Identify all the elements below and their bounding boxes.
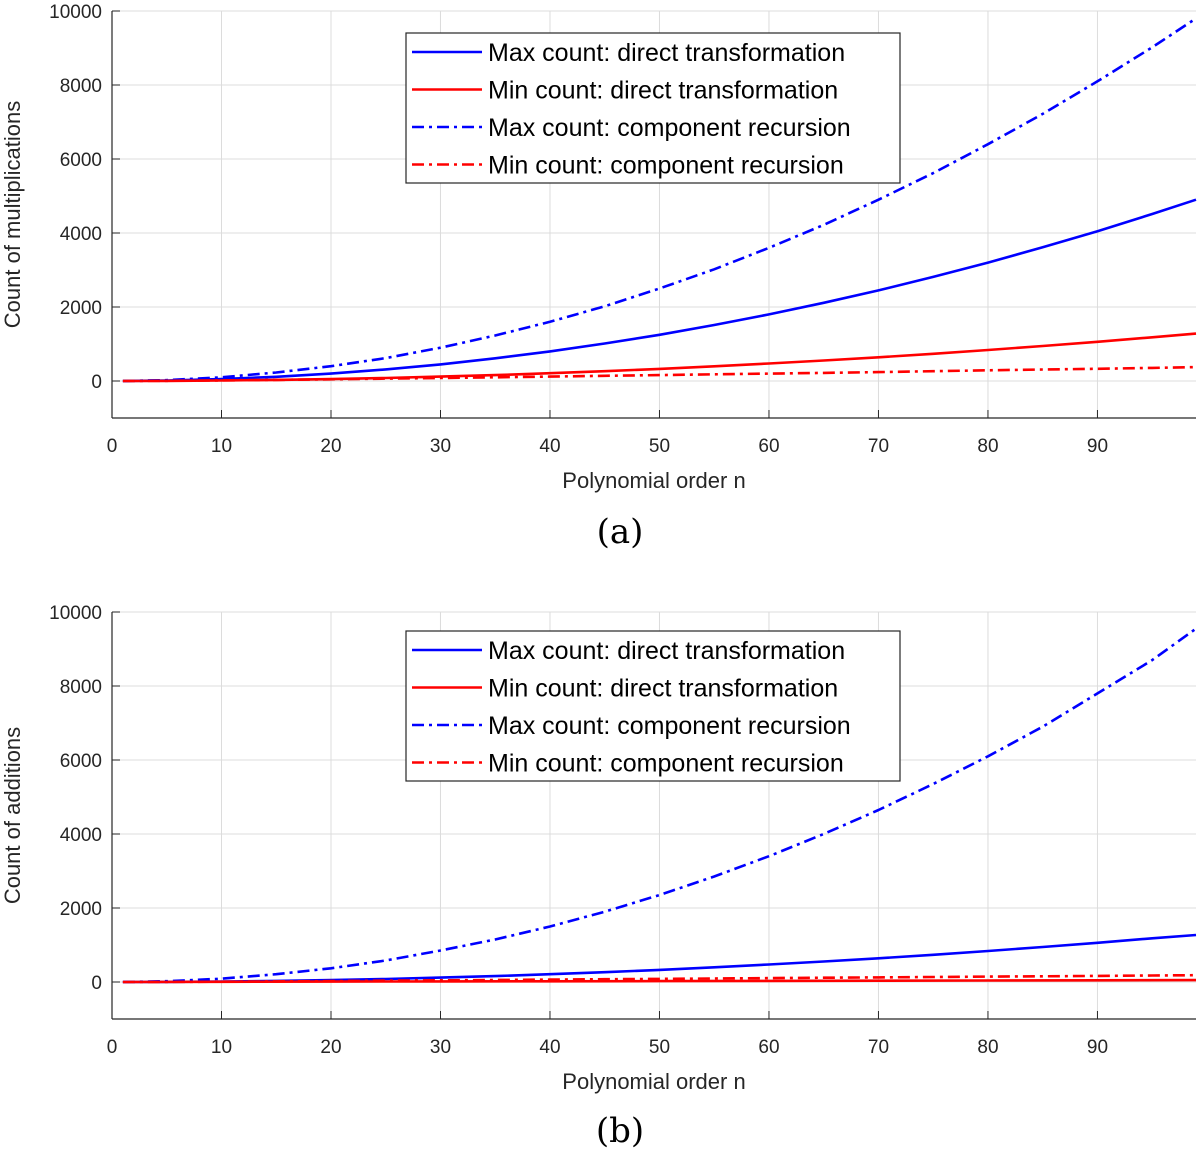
- y-tick-label: 10000: [49, 603, 102, 624]
- x-tick-label: 20: [320, 436, 341, 457]
- x-tick-label: 60: [758, 1037, 779, 1058]
- legend-box: [405, 630, 901, 782]
- x-tick-label: 80: [977, 436, 998, 457]
- y-tick-label: 6000: [60, 150, 102, 171]
- y-tick-label: 8000: [60, 76, 102, 97]
- x-tick-label: 0: [107, 1037, 118, 1058]
- y-tick-label: 0: [91, 973, 102, 994]
- legend-entry-1: Max count: direct transformation: [488, 637, 845, 665]
- legend-entry-4: Min count: component recursion: [488, 152, 844, 180]
- y-tick-label: 6000: [60, 751, 102, 772]
- x-axis-label: Polynomial order n: [562, 1069, 745, 1094]
- legend-box: [405, 32, 901, 184]
- legend-entry-1: Max count: direct transformation: [488, 39, 845, 67]
- series-line-1: [122, 198, 1197, 383]
- x-tick-label: 40: [539, 1037, 560, 1058]
- x-tick-label: 10: [211, 1037, 232, 1058]
- series-line-2: [122, 332, 1197, 383]
- legend-entry-4: Min count: component recursion: [488, 750, 844, 778]
- x-tick-label: 20: [320, 1037, 341, 1058]
- x-tick-label: 70: [868, 1037, 889, 1058]
- y-tick-label: 0: [91, 372, 102, 393]
- x-tick-label: 10: [211, 436, 232, 457]
- y-tick-label: 2000: [60, 899, 102, 920]
- chart-panel-a: 0 10 20 30 40 50 60 70 80 90 0 2000 4000 6000 8000 1000…: [0, 2, 1197, 552]
- y-tick-label: 10000: [49, 2, 102, 23]
- legend: Max count: direct transformation Min coun…: [405, 630, 901, 782]
- x-tick-label: 70: [868, 436, 889, 457]
- x-tick-label: 40: [539, 436, 560, 457]
- y-tick-label: 2000: [60, 298, 102, 319]
- y-tick-label: 8000: [60, 677, 102, 698]
- series-line-2: [122, 978, 1197, 984]
- legend-entry-3: Max count: component recursion: [488, 114, 851, 142]
- x-tick-label: 90: [1087, 436, 1108, 457]
- x-tick-label: 60: [758, 436, 779, 457]
- x-tick-label: 0: [107, 436, 118, 457]
- panel-caption: (b): [596, 1111, 644, 1151]
- legend-entry-3: Max count: component recursion: [488, 712, 851, 740]
- y-tick-label: 4000: [60, 224, 102, 245]
- x-tick-label: 50: [649, 1037, 670, 1058]
- y-tick-label: 4000: [60, 825, 102, 846]
- series-line-4: [122, 365, 1197, 383]
- x-axis-label: Polynomial order n: [562, 468, 745, 493]
- chart-panel-b: 0 10 20 30 40 50 60 70 80 90 0 2000 4000 6000 8000 1000…: [0, 603, 1197, 1151]
- legend-entry-2: Min count: direct transformation: [488, 675, 838, 703]
- y-axis-label: Count of additions: [0, 727, 25, 904]
- x-tick-label: 50: [649, 436, 670, 457]
- x-tick-label: 90: [1087, 1037, 1108, 1058]
- panel-caption: (a): [597, 512, 644, 552]
- x-tick-label: 80: [977, 1037, 998, 1058]
- legend-entry-2: Min count: direct transformation: [488, 77, 838, 105]
- x-tick-label: 30: [430, 436, 451, 457]
- y-axis-label: Count of multiplications: [0, 101, 25, 328]
- x-tick-label: 30: [430, 1037, 451, 1058]
- series-line-3: [122, 627, 1197, 984]
- legend: Max count: direct transformation Min coun…: [405, 32, 901, 184]
- series-line-4: [122, 973, 1197, 984]
